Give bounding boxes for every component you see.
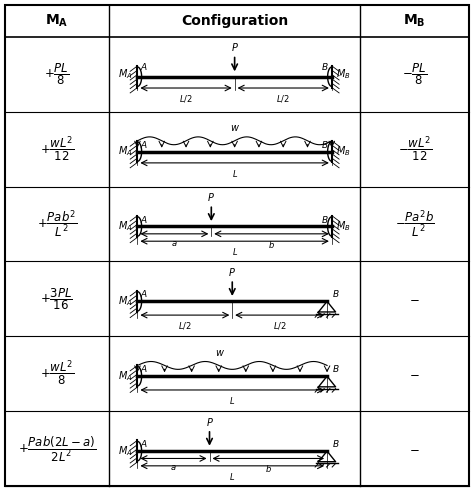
Text: $M_A$: $M_A$ [118, 219, 133, 233]
Text: $P$: $P$ [208, 191, 215, 203]
Text: $M_A$: $M_A$ [118, 295, 133, 308]
Text: $\mathbf{M_B}$: $\mathbf{M_B}$ [403, 13, 426, 29]
Text: $+\dfrac{wL^2}{12}$: $+\dfrac{wL^2}{12}$ [40, 135, 74, 164]
Text: $L/2$: $L/2$ [276, 93, 290, 104]
Text: $M_A$: $M_A$ [118, 145, 133, 159]
Text: $-$: $-$ [410, 293, 420, 305]
Text: $A$: $A$ [140, 61, 148, 72]
Text: $w$: $w$ [229, 123, 240, 133]
Text: $B$: $B$ [332, 288, 339, 300]
Text: $-$: $-$ [410, 367, 420, 380]
Text: $M_B$: $M_B$ [337, 67, 351, 81]
Text: $B$: $B$ [321, 61, 329, 72]
Text: Configuration: Configuration [181, 14, 288, 28]
Text: $L/2$: $L/2$ [178, 320, 191, 331]
Text: $M_A$: $M_A$ [118, 369, 133, 383]
Text: $+\dfrac{PL}{8}$: $+\dfrac{PL}{8}$ [44, 61, 70, 87]
Text: $-$: $-$ [410, 442, 420, 455]
Text: $A$: $A$ [140, 214, 148, 224]
Text: $M_A$: $M_A$ [118, 67, 133, 81]
Text: $+\dfrac{Pab(2L-a)}{2L^2}$: $+\dfrac{Pab(2L-a)}{2L^2}$ [18, 434, 96, 464]
Text: $L/2$: $L/2$ [273, 320, 286, 331]
Text: $+\dfrac{Pab^2}{L^2}$: $+\dfrac{Pab^2}{L^2}$ [37, 208, 77, 240]
Text: $a$: $a$ [170, 464, 177, 472]
Text: $a$: $a$ [171, 239, 178, 248]
Text: $b$: $b$ [265, 464, 272, 474]
Text: $A$: $A$ [140, 138, 148, 150]
Text: $B$: $B$ [332, 438, 339, 449]
Text: $P$: $P$ [231, 41, 238, 53]
Text: $B$: $B$ [332, 363, 339, 374]
Text: $A$: $A$ [140, 363, 148, 374]
Text: $B$: $B$ [321, 138, 329, 150]
Text: $A$: $A$ [140, 288, 148, 300]
Text: $L$: $L$ [232, 168, 237, 179]
Text: $+\dfrac{wL^2}{8}$: $+\dfrac{wL^2}{8}$ [40, 359, 74, 388]
Text: $-\dfrac{wL^2}{12}$: $-\dfrac{wL^2}{12}$ [398, 135, 432, 164]
Text: $M_A$: $M_A$ [118, 444, 133, 458]
Text: $+\dfrac{3PL}{16}$: $+\dfrac{3PL}{16}$ [40, 286, 73, 312]
Text: $P$: $P$ [228, 266, 236, 278]
Text: $\mathbf{M_A}$: $\mathbf{M_A}$ [45, 13, 69, 29]
Text: $-\dfrac{PL}{8}$: $-\dfrac{PL}{8}$ [402, 61, 428, 87]
Text: $M_B$: $M_B$ [337, 145, 351, 159]
Text: $L$: $L$ [232, 246, 237, 257]
Text: $B$: $B$ [321, 214, 329, 224]
Text: $L$: $L$ [229, 395, 235, 406]
Text: $L$: $L$ [229, 471, 235, 482]
Text: $A$: $A$ [140, 438, 148, 449]
Text: $L/2$: $L/2$ [179, 93, 193, 104]
Text: $-\dfrac{Pa^2b}{L^2}$: $-\dfrac{Pa^2b}{L^2}$ [395, 208, 435, 240]
Text: $w$: $w$ [215, 348, 226, 357]
Text: $b$: $b$ [268, 239, 275, 250]
Text: $P$: $P$ [206, 415, 213, 428]
Text: $M_B$: $M_B$ [337, 219, 351, 233]
